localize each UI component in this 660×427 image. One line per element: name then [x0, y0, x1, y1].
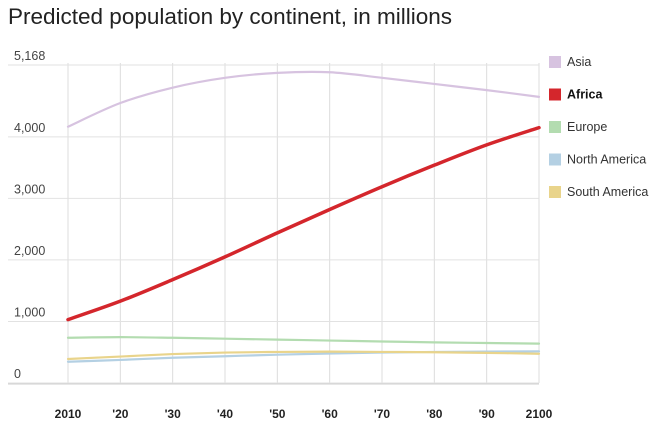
y-tick-label: 1,000 — [14, 305, 45, 319]
chart-title: Predicted population by continent, in mi… — [8, 4, 453, 29]
y-tick-label: 4,000 — [14, 121, 45, 135]
x-tick-label: '70 — [374, 407, 391, 421]
legend-label: Asia — [567, 55, 591, 69]
x-tick-label: 2010 — [55, 407, 82, 421]
y-tick-label: 0 — [14, 367, 21, 381]
legend-swatch — [549, 56, 561, 68]
x-tick-label: '20 — [112, 407, 129, 421]
legend-label: South America — [567, 185, 648, 199]
legend-swatch — [549, 121, 561, 133]
y-axis-ticks: 0 1,000 2,000 3,000 4,000 5,168 — [14, 49, 45, 381]
legend-label: Europe — [567, 120, 607, 134]
x-axis-ticks: 2010 '20 '30 '40 '50 '60 '70 '80 '90 2100 — [55, 407, 553, 421]
series-line-south-america — [66, 350, 541, 361]
x-tick-label: '60 — [322, 407, 339, 421]
x-tick-label: '40 — [217, 407, 234, 421]
legend-label: North America — [567, 153, 646, 167]
y-tick-label: 3,000 — [14, 182, 45, 196]
legend-swatch — [549, 88, 561, 101]
x-tick-label: '50 — [269, 407, 286, 421]
x-tick-label: '80 — [426, 407, 443, 421]
x-tick-label: '90 — [479, 407, 496, 421]
y-tick-label: 5,168 — [14, 49, 45, 63]
series-line-asia — [66, 70, 541, 128]
grid-lines — [8, 63, 540, 385]
y-tick-label: 2,000 — [14, 244, 45, 258]
legend-label: Africa — [567, 88, 603, 102]
legend: Asia Africa Europe North America South Ameri… — [549, 55, 648, 199]
series-line-africa — [66, 125, 541, 322]
series-line-europe — [66, 336, 541, 345]
legend-swatch — [549, 186, 561, 198]
x-tick-label: '30 — [165, 407, 182, 421]
x-tick-label: 2100 — [526, 407, 553, 421]
legend-swatch — [549, 153, 561, 166]
series-lines — [66, 70, 541, 363]
